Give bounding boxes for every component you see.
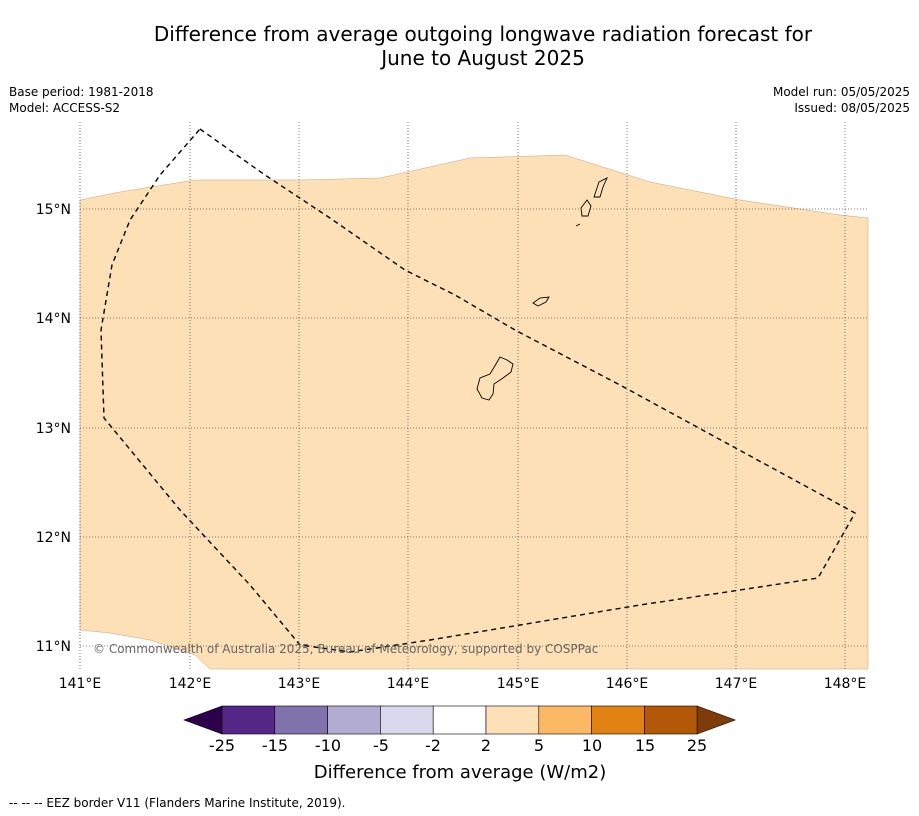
- lon-label: 142°E: [169, 676, 212, 692]
- lat-label: 14°N: [36, 311, 71, 327]
- lat-label: 12°N: [36, 530, 71, 546]
- lat-label: 11°N: [36, 639, 71, 655]
- colorbar-tick: -15: [262, 736, 288, 755]
- lon-labels: 141°E 142°E 143°E 144°E 145°E 146°E 147°…: [59, 676, 867, 692]
- colorbar-bin: [644, 705, 698, 735]
- lon-label: 141°E: [59, 676, 102, 692]
- lat-label: 15°N: [36, 202, 71, 218]
- lon-label: 147°E: [715, 676, 758, 692]
- colorbar-bin: [327, 705, 381, 735]
- colorbar-tick: 15: [635, 736, 655, 755]
- colorbar-tick: -10: [315, 736, 341, 755]
- colorbar-bin: [591, 705, 645, 735]
- colorbar-tick: -25: [209, 736, 235, 755]
- model-run: Model run: 05/05/2025: [772, 85, 910, 99]
- islands: [476, 177, 608, 401]
- colorbar-tick: 2: [481, 736, 491, 755]
- colorbar-bin: [380, 705, 434, 735]
- issued-date: Issued: 08/05/2025: [794, 101, 910, 115]
- model-name: Model: ACCESS-S2: [9, 101, 121, 115]
- colorbar-tick: -5: [373, 736, 389, 755]
- colorbar-tick-labels: -25 -15 -10 -5 -2 2 5 10 15 25: [209, 736, 707, 755]
- title-line-1: Difference from average outgoing longwav…: [153, 22, 813, 46]
- meta-left: Base period: 1981-2018 Model: ACCESS-S2: [9, 84, 154, 116]
- colorbar-bin: [432, 705, 487, 735]
- colorbar-extend-low: [183, 705, 223, 735]
- colorbar-bin: [274, 705, 328, 735]
- meta-right: Model run: 05/05/2025 Issued: 08/05/2025: [773, 84, 910, 116]
- colorbar-tick: -2: [425, 736, 441, 755]
- colorbar-tick: 25: [687, 736, 707, 755]
- lon-label: 144°E: [387, 676, 430, 692]
- lon-label: 148°E: [824, 676, 867, 692]
- colorbar: [183, 705, 737, 735]
- eez-legend-note: -- -- -- EEZ border V11 (Flanders Marine…: [9, 796, 346, 810]
- tinian-island: [580, 199, 592, 217]
- colorbar-label: Difference from average (W/m2): [314, 762, 606, 783]
- eez-border: [100, 128, 856, 653]
- lon-label: 146°E: [606, 676, 649, 692]
- lat-labels: 15°N 14°N 13°N 12°N 11°N: [36, 202, 71, 655]
- map-title: Difference from average outgoing longwav…: [0, 22, 919, 70]
- anomaly-region: [79, 154, 869, 670]
- copyright-text: © Commonwealth of Australia 2025, Bureau…: [93, 642, 598, 656]
- colorbar-bin: [221, 705, 276, 735]
- base-period: Base period: 1981-2018: [9, 85, 154, 99]
- guam-island: [476, 356, 514, 401]
- aguijan-island: [575, 223, 581, 227]
- title-line-2: June to August 2025: [381, 46, 585, 70]
- colorbar-tick: 5: [534, 736, 544, 755]
- saipan-island: [593, 177, 608, 198]
- lat-label: 13°N: [36, 421, 71, 437]
- gridlines: [79, 122, 868, 669]
- colorbar-extend-high: [696, 705, 737, 735]
- colorbar-tick: 10: [582, 736, 602, 755]
- colorbar-bin: [485, 705, 540, 735]
- lon-label: 145°E: [497, 676, 540, 692]
- rota-island: [532, 296, 550, 307]
- colorbar-bin: [538, 705, 592, 735]
- lon-label: 143°E: [278, 676, 321, 692]
